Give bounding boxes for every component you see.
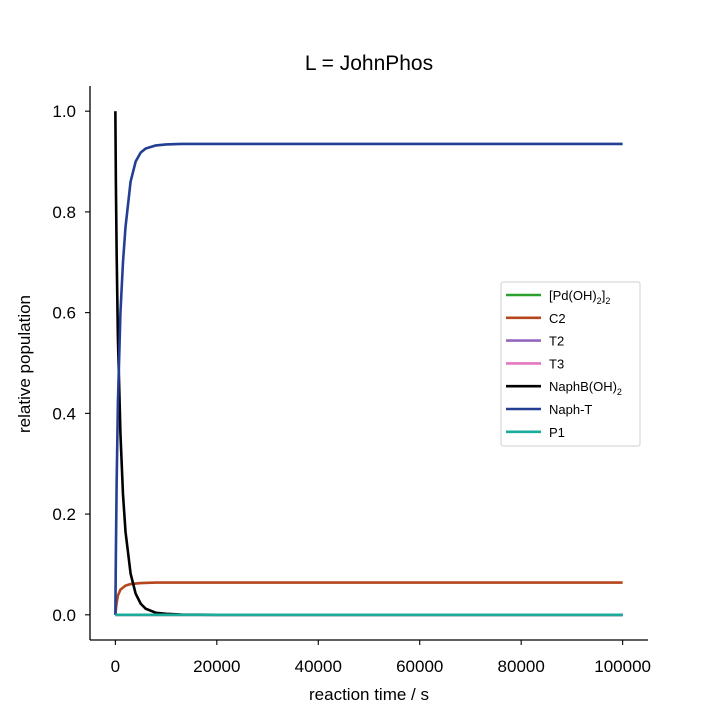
series-line-naph-t xyxy=(114,142,623,615)
legend-label-c2: C2 xyxy=(549,311,566,326)
plot-area xyxy=(114,111,623,617)
y-tick-label: 0.8 xyxy=(52,203,76,222)
x-tick-label: 60000 xyxy=(396,657,443,676)
x-tick-label: 20000 xyxy=(193,657,240,676)
x-tick-label: 100000 xyxy=(594,657,651,676)
y-tick-label: 0.0 xyxy=(52,606,76,625)
x-tick-label: 40000 xyxy=(295,657,342,676)
legend-label-t3: T3 xyxy=(549,356,564,371)
y-tick-label: 0.4 xyxy=(52,404,76,423)
y-axis-title: relative population xyxy=(15,295,34,433)
legend: [Pd(OH)2]2 C2 T2 T3 NaphB(OH)2 Naph-T P1 xyxy=(500,281,641,447)
legend-label-t2: T2 xyxy=(549,334,564,349)
y-tick-label: 0.6 xyxy=(52,304,76,323)
legend-label-naphb-oh-2: NaphB(OH)2 xyxy=(549,379,622,397)
chart-title: L = JohnPhos xyxy=(305,52,433,75)
series-line-c2 xyxy=(114,581,623,615)
x-tick-label: 0 xyxy=(111,657,120,676)
x-axis-title: reaction time / s xyxy=(309,685,429,704)
legend-box xyxy=(500,281,641,447)
legend-label-naph-t: Naph-T xyxy=(549,402,592,417)
x-tick-label: 80000 xyxy=(498,657,545,676)
axes: 0 20000 40000 60000 80000 100000 0.0 0.2 0.4 0.6 0… xyxy=(52,86,651,676)
y-tick-label: 0.2 xyxy=(52,505,76,524)
y-tick-label: 1.0 xyxy=(52,102,76,121)
legend-label-p1: P1 xyxy=(549,425,565,440)
legend-label-pd-oh-2-2: [Pd(OH)2]2 xyxy=(549,288,610,306)
